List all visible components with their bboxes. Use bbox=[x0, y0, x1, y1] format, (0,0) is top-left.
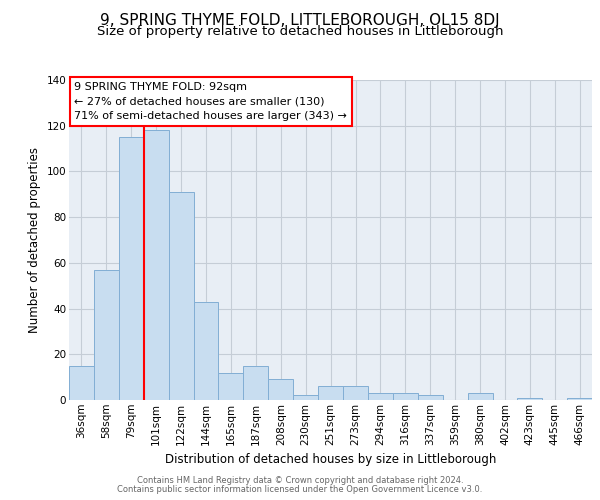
Bar bbox=[218, 372, 244, 400]
Bar bbox=[244, 366, 268, 400]
Bar bbox=[268, 380, 293, 400]
Bar bbox=[368, 393, 393, 400]
Y-axis label: Number of detached properties: Number of detached properties bbox=[28, 147, 41, 333]
Bar bbox=[467, 393, 493, 400]
Text: Size of property relative to detached houses in Littleborough: Size of property relative to detached ho… bbox=[97, 25, 503, 38]
X-axis label: Distribution of detached houses by size in Littleborough: Distribution of detached houses by size … bbox=[165, 453, 496, 466]
Text: 9, SPRING THYME FOLD, LITTLEBOROUGH, OL15 8DJ: 9, SPRING THYME FOLD, LITTLEBOROUGH, OL1… bbox=[100, 12, 500, 28]
Bar bbox=[169, 192, 194, 400]
Bar bbox=[144, 130, 169, 400]
Text: 9 SPRING THYME FOLD: 92sqm
← 27% of detached houses are smaller (130)
71% of sem: 9 SPRING THYME FOLD: 92sqm ← 27% of deta… bbox=[74, 82, 347, 121]
Bar bbox=[567, 398, 592, 400]
Bar bbox=[418, 396, 443, 400]
Bar bbox=[343, 386, 368, 400]
Bar bbox=[318, 386, 343, 400]
Bar bbox=[194, 302, 218, 400]
Bar bbox=[69, 366, 94, 400]
Bar bbox=[94, 270, 119, 400]
Bar bbox=[119, 137, 144, 400]
Text: Contains public sector information licensed under the Open Government Licence v3: Contains public sector information licen… bbox=[118, 485, 482, 494]
Bar bbox=[517, 398, 542, 400]
Bar bbox=[293, 396, 318, 400]
Bar bbox=[393, 393, 418, 400]
Text: Contains HM Land Registry data © Crown copyright and database right 2024.: Contains HM Land Registry data © Crown c… bbox=[137, 476, 463, 485]
